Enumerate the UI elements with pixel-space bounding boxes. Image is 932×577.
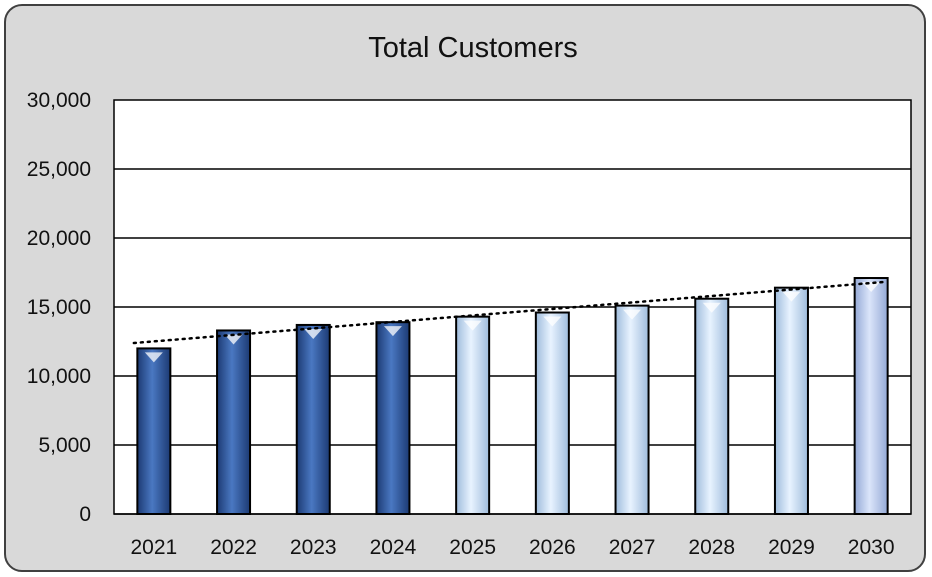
bar (216, 329, 252, 515)
bar (694, 297, 730, 515)
bar-highlight (144, 352, 163, 363)
y-tick-label: 30,000 (27, 89, 91, 112)
x-tick-label: 2022 (210, 536, 257, 559)
y-tick-label: 20,000 (27, 227, 91, 250)
y-tick-label: 25,000 (27, 158, 91, 181)
bar-highlight (623, 309, 642, 320)
bar-highlight (463, 320, 482, 331)
bar-highlight (224, 334, 243, 345)
y-tick-label: 5,000 (38, 434, 91, 457)
x-axis: 2021 2022 2023 2024 2025 2026 2027 2028 2029 2030 (114, 513, 911, 559)
bar (853, 277, 889, 515)
bar (534, 311, 570, 515)
y-tick-label: 10,000 (27, 365, 91, 388)
x-tick-label: 2028 (688, 536, 735, 559)
y-axis: 0 5,000 10,000 15,000 20,000 25,000 30,000 (27, 89, 91, 526)
bar (455, 315, 491, 515)
y-tick-label: 0 (79, 503, 91, 526)
bar-highlight (304, 328, 323, 339)
x-tick-label: 2023 (290, 536, 337, 559)
bar-highlight (782, 291, 801, 302)
plot-border (113, 99, 912, 515)
bars (136, 277, 889, 515)
x-tick-label: 2024 (370, 536, 417, 559)
y-tick-label: 15,000 (27, 296, 91, 319)
bar-highlight (543, 316, 562, 327)
chart-title: Total Customers (368, 32, 578, 64)
bar (136, 347, 172, 515)
trendline (132, 280, 885, 345)
bar-highlight (702, 302, 721, 313)
bar-highlight (383, 326, 402, 337)
x-tick-label: 2026 (529, 536, 576, 559)
bar (375, 321, 411, 515)
bar (295, 323, 331, 515)
x-tick-label: 2021 (130, 536, 177, 559)
bar (773, 286, 809, 515)
bar (614, 304, 650, 515)
x-tick-label: 2027 (609, 536, 656, 559)
x-tick-label: 2029 (768, 536, 815, 559)
x-tick-label: 2025 (449, 536, 496, 559)
x-tick-label: 2030 (848, 536, 895, 559)
